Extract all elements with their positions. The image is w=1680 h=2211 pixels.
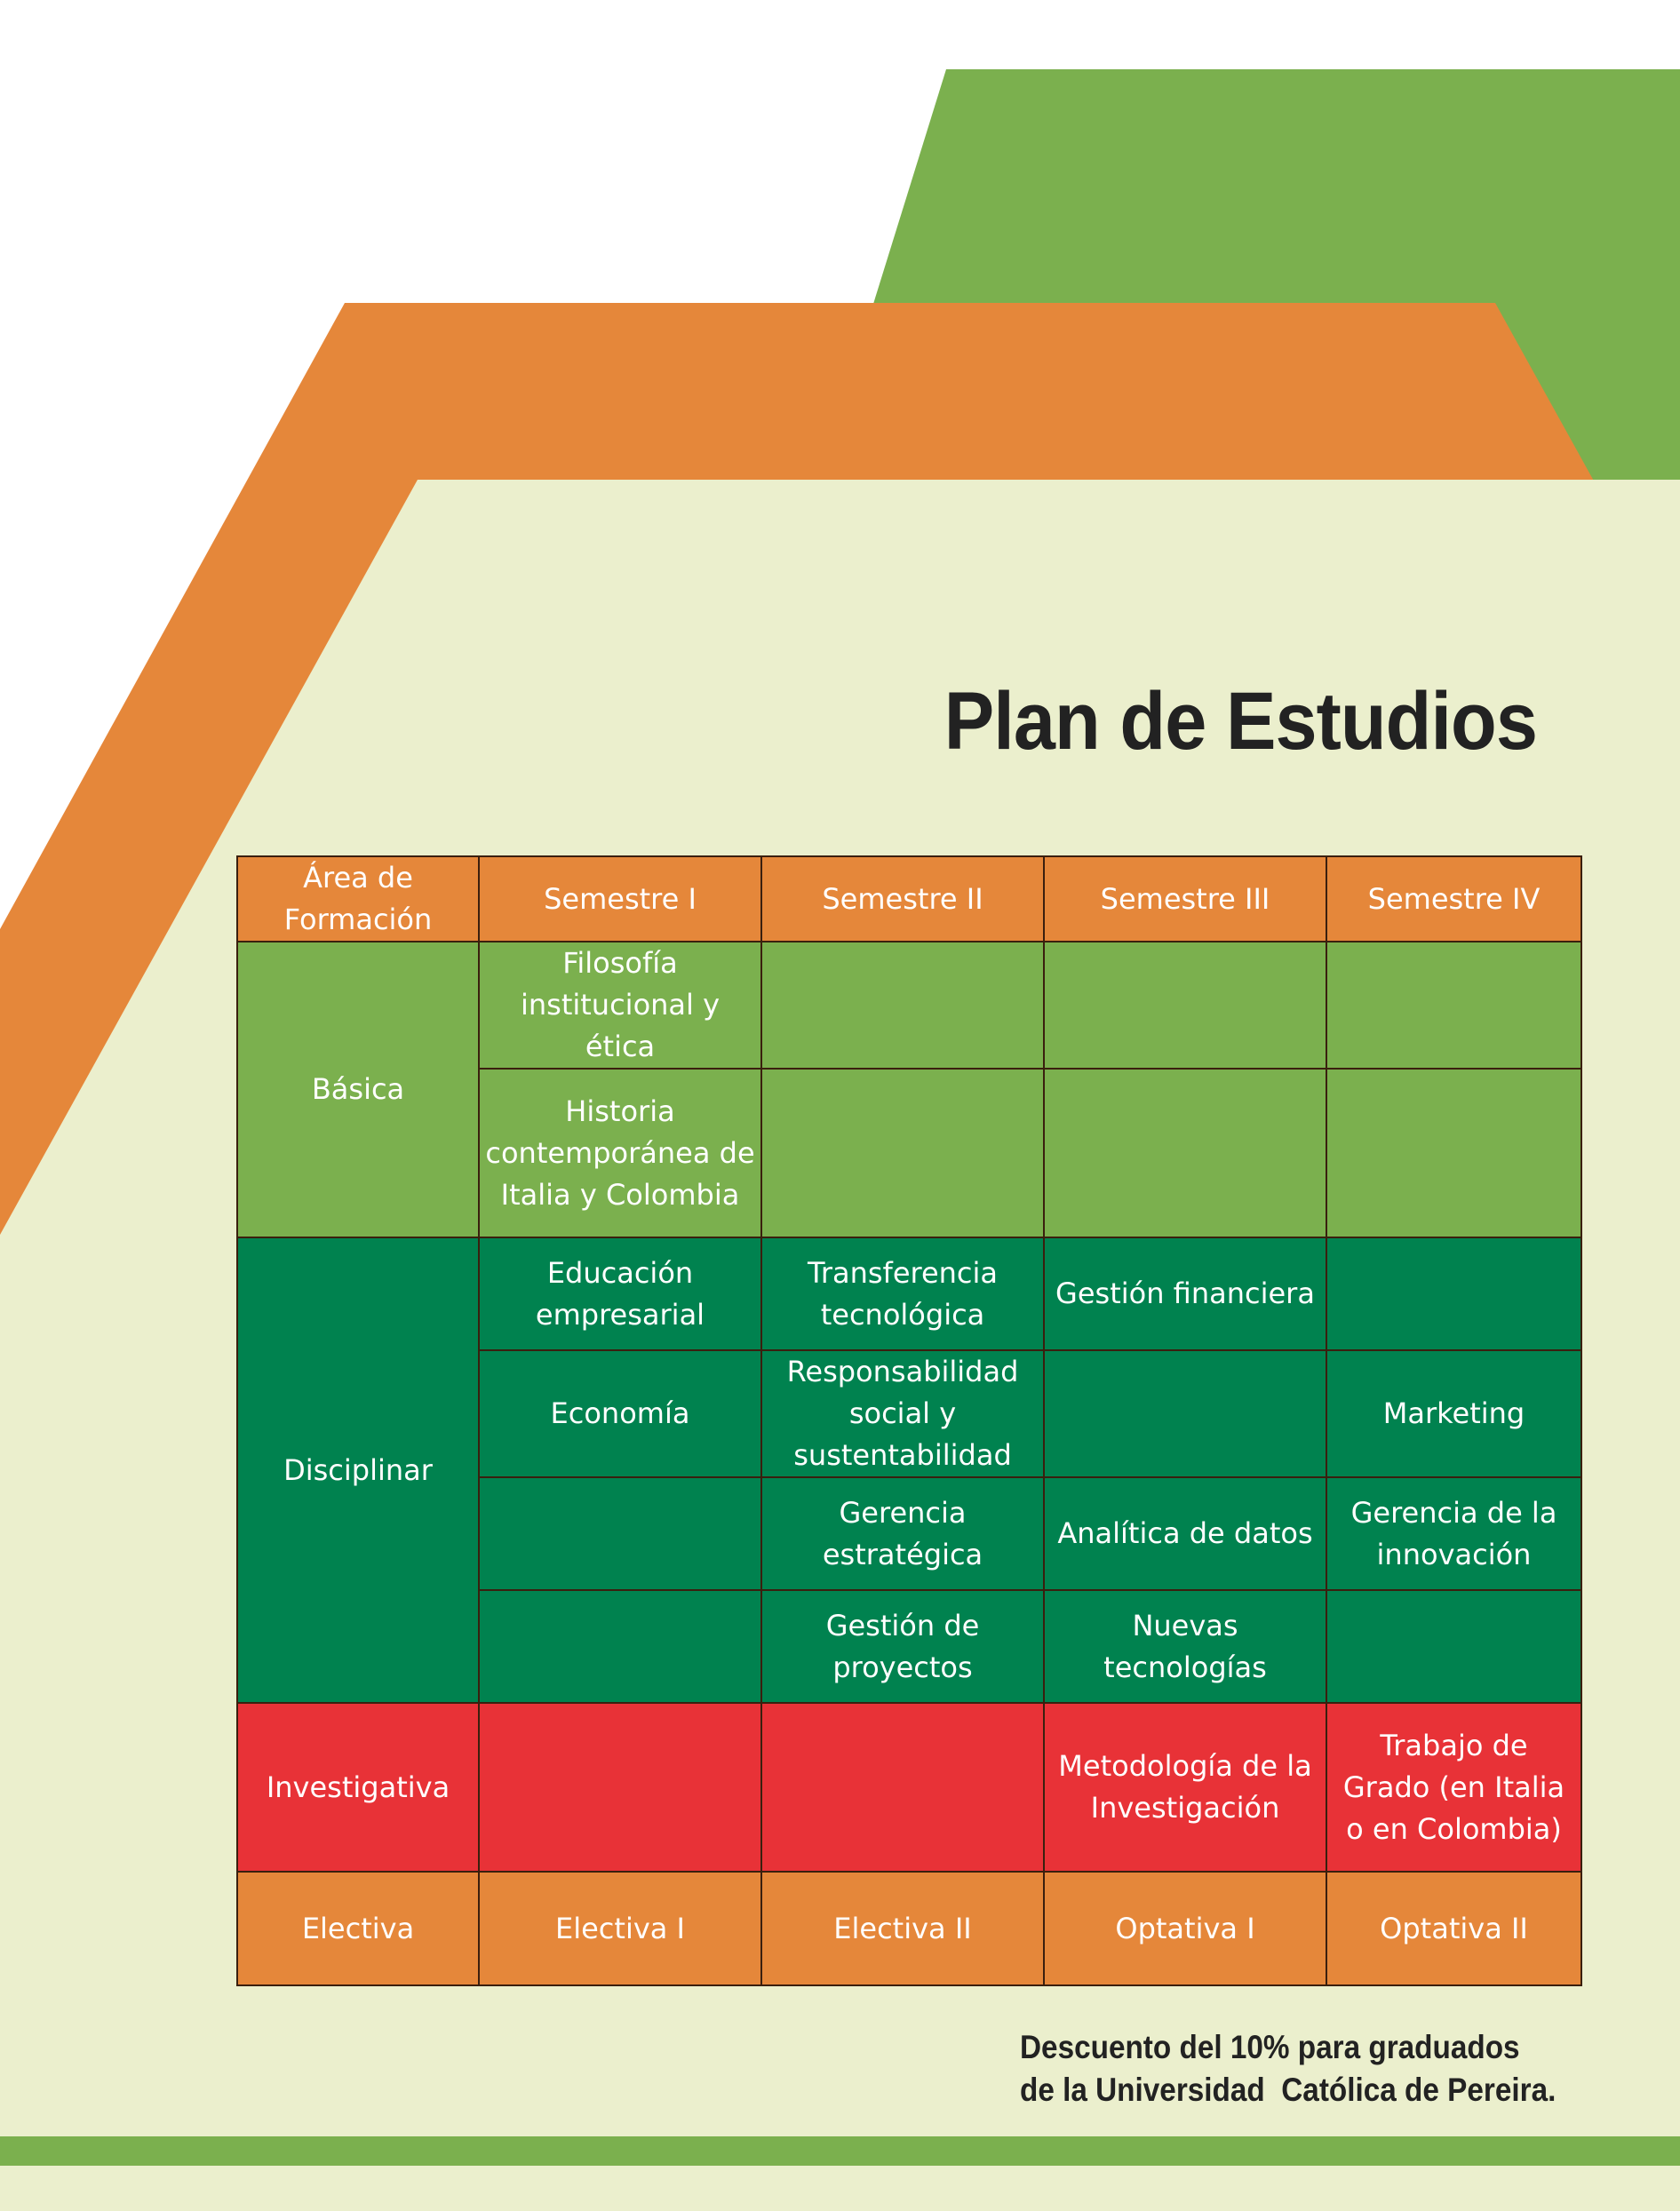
table-cell [1043,941,1327,1070]
table-cell: Analítica de datos [1043,1476,1327,1591]
discount-note: Descuento del 10% para graduados de la U… [1020,2026,1580,2112]
area-electiva-label: Electiva [236,1871,480,1986]
discount-note-line-1: Descuento del 10% para graduados [1020,2029,1520,2065]
table-row: Economía Responsabilidad social y susten… [237,1349,1582,1478]
table-row: Investigativa Metodología de la Investig… [236,1702,1582,1873]
table-cell: Educación empresarial [478,1237,762,1351]
table-cell [1043,1349,1327,1478]
table-cell: Optativa II [1326,1871,1582,1986]
table-cell [760,1068,1045,1238]
table-header-row: Área de Formación Semestre I Semestre II… [236,855,1582,942]
table-row: Gestión de proyectos Nuevas tecnologías [237,1589,1582,1704]
area-basica-label: Básica [236,941,480,1238]
table-cell [1326,941,1582,1070]
discount-note-line-2: de la Universidad Católica de Pereira. [1020,2072,1557,2108]
table-cell: Optativa I [1043,1871,1327,1986]
area-disciplinar-label: Disciplinar [236,1237,480,1704]
table-cell [478,1702,762,1873]
table-cell: Marketing [1326,1349,1582,1478]
table-cell: Gestión financiera [1043,1237,1327,1351]
table-cell: Metodología de la Investigación [1043,1702,1327,1873]
study-plan-table: Área de Formación Semestre I Semestre II… [236,855,1582,1986]
table-row: Disciplinar Educación empresarial Transf… [236,1237,1582,1704]
table-cell: Gerencia de la innovación [1326,1476,1582,1591]
table-row: Electiva Electiva I Electiva II Optativa… [236,1871,1582,1986]
header-semester-2: Semestre II [760,855,1045,942]
area-investigativa-label: Investigativa [236,1702,480,1873]
table-cell: Electiva I [478,1871,762,1986]
table-cell: Nuevas tecnologías [1043,1589,1327,1704]
table-cell [478,1589,762,1704]
table-row: Básica Filosofía institucional y ética [236,941,1582,1238]
table-cell: Electiva II [760,1871,1045,1986]
header-semester-4: Semestre IV [1326,855,1582,942]
table-cell [1043,1068,1327,1238]
table-cell [1326,1237,1582,1351]
table-cell: Transferencia tecnológica [760,1237,1045,1351]
green-bottom-stripe [0,2136,1680,2166]
table-cell: Responsabilidad social y sustentabilidad [760,1349,1045,1478]
table-cell: Economía [478,1349,762,1478]
table-cell: Trabajo de Grado (en Italia o en Colombi… [1326,1702,1582,1873]
page-title: Plan de Estudios [944,676,1538,767]
table-cell [760,1702,1045,1873]
table-cell: Gestión de proyectos [760,1589,1045,1704]
table-cell: Filosofía institucional y ética [478,941,762,1070]
table-row: Historia contemporánea de Italia y Colom… [237,1068,1582,1238]
header-semester-3: Semestre III [1043,855,1327,942]
table-row: Gerencia estratégica Analítica de datos … [237,1476,1582,1591]
header-area: Área de Formación [236,855,480,942]
table-cell: Historia contemporánea de Italia y Colom… [478,1068,762,1238]
table-cell [1326,1589,1582,1704]
table-cell [478,1476,762,1591]
table-cell [760,941,1045,1070]
table-cell: Gerencia estratégica [760,1476,1045,1591]
table-cell [1326,1068,1582,1238]
header-semester-1: Semestre I [478,855,762,942]
